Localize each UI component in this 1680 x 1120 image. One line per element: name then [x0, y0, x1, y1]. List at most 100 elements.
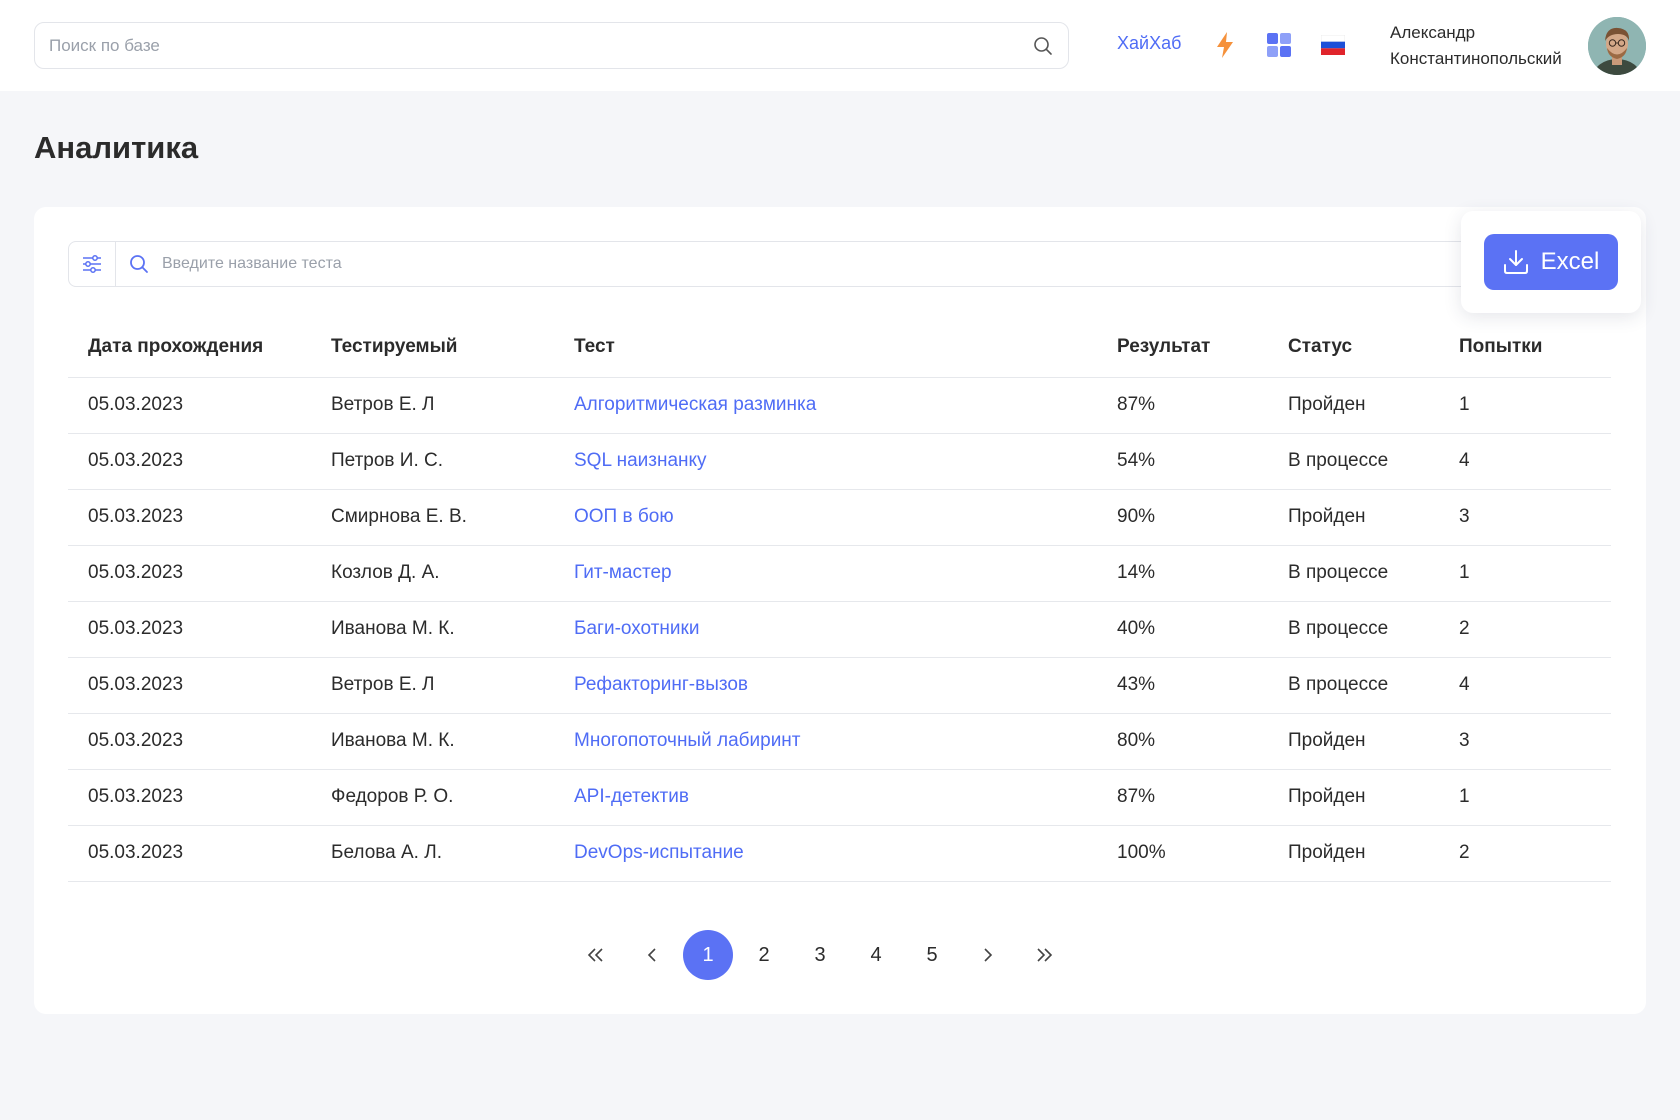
- cell-test: API-детектив: [554, 769, 1097, 826]
- cell-attempts: 4: [1439, 657, 1611, 714]
- cell-person: Смирнова Е. В.: [311, 489, 554, 546]
- cell-test: Гит-мастер: [554, 545, 1097, 602]
- test-link[interactable]: SQL наизнанку: [574, 450, 707, 471]
- cell-result: 80%: [1097, 713, 1268, 770]
- table-row[interactable]: 05.03.2023 Иванова М. К. Многопоточный л…: [68, 713, 1611, 770]
- download-icon: [1503, 250, 1528, 274]
- filter-button[interactable]: [69, 242, 116, 286]
- cell-person: Иванова М. К.: [311, 713, 554, 770]
- test-link[interactable]: Гит-мастер: [574, 562, 672, 583]
- test-link[interactable]: DevOps-испытание: [574, 842, 744, 863]
- cell-date: 05.03.2023: [68, 657, 311, 714]
- cell-person: Петров И. С.: [311, 433, 554, 490]
- cell-result: 43%: [1097, 657, 1268, 714]
- cell-person: Ветров Е. Л: [311, 377, 554, 434]
- chevron-double-right-icon: [1037, 948, 1053, 962]
- user-first-name: Александр: [1390, 23, 1476, 42]
- table-row[interactable]: 05.03.2023 Иванова М. К. Баги-охотники 4…: [68, 601, 1611, 658]
- cell-status: Пройден: [1268, 377, 1439, 434]
- cell-test: Баги-охотники: [554, 601, 1097, 658]
- column-header-date[interactable]: Дата прохождения: [68, 317, 311, 378]
- analytics-table: Дата прохождения Тестируемый Тест Резуль…: [68, 317, 1611, 882]
- cell-attempts: 1: [1439, 545, 1611, 602]
- user-last-name: Константинопольский: [1390, 49, 1562, 68]
- column-header-result[interactable]: Результат: [1097, 317, 1268, 378]
- cell-status: Пройден: [1268, 489, 1439, 546]
- cell-attempts: 1: [1439, 377, 1611, 434]
- table-row[interactable]: 05.03.2023 Козлов Д. А. Гит-мастер 14% В…: [68, 545, 1611, 602]
- table-row[interactable]: 05.03.2023 Ветров Е. Л Алгоритмическая р…: [68, 377, 1611, 434]
- cell-status: В процессе: [1268, 657, 1439, 714]
- table-row[interactable]: 05.03.2023 Белова А. Л. DevOps-испытание…: [68, 825, 1611, 882]
- column-header-person[interactable]: Тестируемый: [311, 317, 554, 378]
- cell-date: 05.03.2023: [68, 713, 311, 770]
- language-flag-ru-icon[interactable]: [1318, 30, 1348, 60]
- table-header-row: Дата прохождения Тестируемый Тест Резуль…: [68, 317, 1611, 378]
- cell-status: Пройден: [1268, 825, 1439, 882]
- cell-person: Белова А. Л.: [311, 825, 554, 882]
- table-row[interactable]: 05.03.2023 Смирнова Е. В. ООП в бою 90% …: [68, 489, 1611, 546]
- cell-date: 05.03.2023: [68, 545, 311, 602]
- cell-date: 05.03.2023: [68, 769, 311, 826]
- cell-status: Пройден: [1268, 769, 1439, 826]
- page-button-2[interactable]: 2: [739, 930, 789, 980]
- test-search-bar: [68, 241, 1518, 287]
- page-button-5[interactable]: 5: [907, 930, 957, 980]
- cell-status: В процессе: [1268, 433, 1439, 490]
- top-header: ХайХаб Александр Константинопольский: [0, 0, 1680, 91]
- cell-result: 87%: [1097, 377, 1268, 434]
- chevron-left-icon: [647, 948, 656, 962]
- test-search-input[interactable]: [162, 242, 1477, 286]
- apps-grid-icon[interactable]: [1264, 30, 1294, 60]
- hub-link[interactable]: ХайХаб: [1117, 33, 1182, 53]
- cell-status: В процессе: [1268, 545, 1439, 602]
- global-search-input[interactable]: [49, 23, 1032, 68]
- test-link[interactable]: Рефакторинг-вызов: [574, 674, 749, 695]
- cell-test: Многопоточный лабиринт: [554, 713, 1097, 770]
- cell-date: 05.03.2023: [68, 433, 311, 490]
- export-popover: Excel: [1461, 211, 1641, 313]
- test-link[interactable]: API-детектив: [574, 786, 689, 807]
- excel-export-button[interactable]: Excel: [1484, 234, 1618, 290]
- global-search[interactable]: [34, 22, 1069, 69]
- chevron-right-icon: [984, 948, 993, 962]
- next-page-button[interactable]: [963, 930, 1013, 980]
- cell-status: В процессе: [1268, 601, 1439, 658]
- cell-attempts: 2: [1439, 601, 1611, 658]
- table-row[interactable]: 05.03.2023 Ветров Е. Л Рефакторинг-вызов…: [68, 657, 1611, 714]
- column-header-attempts[interactable]: Попытки: [1439, 317, 1611, 378]
- column-header-status[interactable]: Статус: [1268, 317, 1439, 378]
- table-row[interactable]: 05.03.2023 Петров И. С. SQL наизнанку 54…: [68, 433, 1611, 490]
- table-row[interactable]: 05.03.2023 Федоров Р. О. API-детектив 87…: [68, 769, 1611, 826]
- page-button-1[interactable]: 1: [683, 930, 733, 980]
- last-page-button[interactable]: [1019, 930, 1069, 980]
- cell-person: Ветров Е. Л: [311, 657, 554, 714]
- search-icon[interactable]: [1032, 35, 1054, 57]
- test-link[interactable]: Алгоритмическая разминка: [574, 394, 817, 415]
- lightning-icon[interactable]: [1210, 30, 1240, 60]
- avatar[interactable]: [1588, 17, 1646, 75]
- cell-result: 54%: [1097, 433, 1268, 490]
- cell-status: Пройден: [1268, 713, 1439, 770]
- test-link[interactable]: Баги-охотники: [574, 618, 700, 639]
- prev-page-button[interactable]: [627, 930, 677, 980]
- cell-attempts: 3: [1439, 713, 1611, 770]
- page-title: Аналитика: [34, 130, 199, 165]
- cell-person: Козлов Д. А.: [311, 545, 554, 602]
- cell-attempts: 1: [1439, 769, 1611, 826]
- cell-attempts: 3: [1439, 489, 1611, 546]
- user-name[interactable]: Александр Константинопольский: [1390, 20, 1562, 72]
- cell-test: Алгоритмическая разминка: [554, 377, 1097, 434]
- test-link[interactable]: Многопоточный лабиринт: [574, 730, 801, 751]
- analytics-card: Дата прохождения Тестируемый Тест Резуль…: [34, 207, 1646, 1014]
- page-button-4[interactable]: 4: [851, 930, 901, 980]
- first-page-button[interactable]: [571, 930, 621, 980]
- cell-test: SQL наизнанку: [554, 433, 1097, 490]
- cell-date: 05.03.2023: [68, 601, 311, 658]
- test-search-icon: [116, 254, 162, 274]
- test-link[interactable]: ООП в бою: [574, 506, 674, 527]
- column-header-test[interactable]: Тест: [554, 317, 1097, 378]
- cell-person: Федоров Р. О.: [311, 769, 554, 826]
- cell-person: Иванова М. К.: [311, 601, 554, 658]
- page-button-3[interactable]: 3: [795, 930, 845, 980]
